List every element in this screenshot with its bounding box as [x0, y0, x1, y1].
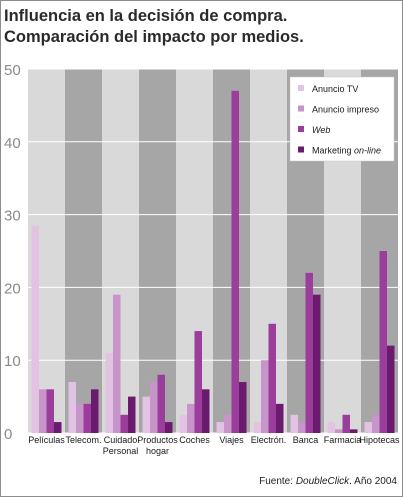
bar-productos-hogar-web — [157, 374, 165, 433]
x-tick-label: Electrón. — [251, 435, 287, 445]
bar-viajes-marketing-on-line — [239, 382, 247, 433]
bar-telecom-anuncio-impreso — [76, 403, 84, 433]
chart-title-line-1: Influencia en la decisión de compra. — [4, 7, 288, 25]
bar-hipotecas-anuncio-impreso — [372, 414, 380, 433]
bar-telecom-web — [83, 403, 91, 433]
legend-label-marketing-on-line: Marketing on-line — [312, 146, 381, 156]
legend-swatch-marketing-on-line — [298, 146, 304, 153]
bar-productos-hogar-anuncio-tv — [142, 396, 150, 433]
x-tick-label: Farmacia — [324, 435, 362, 445]
legend-label-anuncio-tv: Anuncio TV — [312, 84, 358, 94]
y-tick-label: 40 — [4, 135, 21, 152]
bar-banca-anuncio-tv — [290, 414, 298, 433]
x-tick-label: Personal — [103, 446, 139, 456]
x-tick-label: Telecom. — [65, 435, 101, 445]
bar-cuidado-personal-marketing-on-line — [128, 396, 136, 433]
x-tick-label: Productos — [137, 435, 178, 445]
y-tick-label: 10 — [4, 353, 21, 370]
bar-electron-anuncio-impreso — [261, 360, 269, 433]
source-note: Fuente: DoubleClick. Año 2004 — [259, 476, 397, 487]
y-tick-label: 50 — [4, 62, 21, 79]
bar-banca-web — [305, 272, 313, 433]
x-tick-label: Cuidado — [104, 435, 138, 445]
bar-electron-web — [268, 323, 276, 433]
source-italic: DoubleClick — [295, 476, 350, 487]
x-tick-label: hogar — [146, 446, 169, 456]
legend-swatch-anuncio-tv — [298, 85, 304, 91]
bar-electron-anuncio-tv — [253, 422, 261, 433]
bar-hipotecas-marketing-on-line — [387, 345, 395, 433]
bar-telecom-marketing-on-line — [91, 389, 99, 433]
bar-peliculas-anuncio-impreso — [39, 389, 47, 433]
x-tick-label: Banca — [293, 435, 319, 445]
bar-farmacia-marketing-on-line — [350, 429, 358, 433]
band-productos-hogar — [139, 69, 176, 433]
bar-peliculas-marketing-on-line — [54, 422, 62, 433]
bar-hipotecas-anuncio-tv — [364, 422, 372, 433]
y-tick-label: 30 — [4, 208, 21, 225]
y-tick-label: 0 — [4, 426, 12, 443]
bar-hipotecas-web — [379, 251, 387, 433]
bar-farmacia-web — [342, 414, 350, 433]
bar-peliculas-anuncio-tv — [31, 225, 39, 433]
bar-cuidado-personal-anuncio-tv — [105, 352, 113, 433]
legend-label-web: Web — [312, 125, 330, 135]
bar-coches-marketing-on-line — [202, 389, 210, 433]
bar-productos-hogar-marketing-on-line — [165, 422, 173, 433]
chart-title: Influencia en la decisión de compra. Com… — [4, 6, 304, 48]
x-tick-label: Hipotecas — [359, 435, 400, 445]
bar-viajes-anuncio-impreso — [224, 414, 232, 433]
bar-telecom-anuncio-tv — [68, 382, 76, 433]
x-tick-label: Películas — [28, 435, 65, 445]
bar-banca-anuncio-impreso — [298, 422, 306, 433]
legend-swatch-web — [298, 126, 304, 132]
bar-viajes-web — [231, 90, 239, 433]
bar-coches-anuncio-impreso — [187, 403, 195, 433]
bar-electron-marketing-on-line — [276, 403, 284, 433]
band-telecom — [65, 69, 102, 433]
chart-title-line-2: Comparación del impacto por medios. — [4, 28, 304, 46]
bar-peliculas-web — [46, 389, 54, 433]
bar-viajes-anuncio-tv — [216, 422, 224, 433]
legend-swatch-anuncio-impreso — [298, 105, 304, 112]
bar-cuidado-personal-anuncio-impreso — [113, 294, 121, 433]
bar-cuidado-personal-web — [120, 414, 128, 433]
bar-coches-anuncio-tv — [179, 414, 187, 433]
source-prefix: Fuente: — [259, 476, 296, 487]
legend-box — [289, 76, 395, 162]
x-tick-label: Viajes — [219, 435, 244, 445]
y-tick-label: 20 — [4, 280, 21, 297]
bar-productos-hogar-anuncio-impreso — [150, 382, 158, 433]
x-tick-label: Coches — [179, 435, 210, 445]
legend-label-anuncio-impreso: Anuncio impreso — [312, 105, 379, 115]
bar-farmacia-anuncio-impreso — [335, 429, 343, 433]
bar-banca-marketing-on-line — [313, 294, 321, 433]
source-suffix: . Año 2004 — [349, 476, 397, 487]
bar-coches-web — [194, 331, 202, 433]
bar-farmacia-anuncio-tv — [327, 422, 335, 433]
